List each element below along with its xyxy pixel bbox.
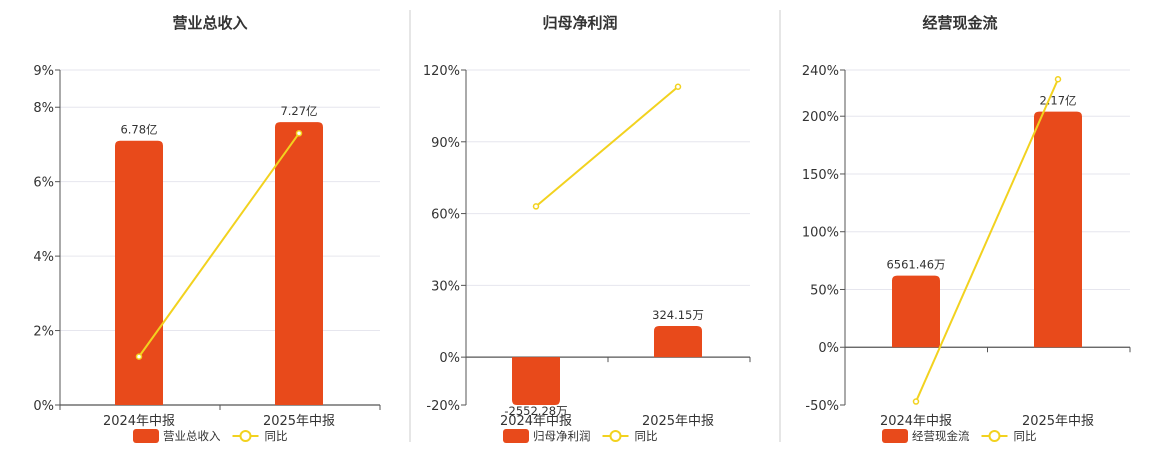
chart-2-category-label: 2025年中报 [642, 414, 714, 429]
chart-1-bar-data-label: 7.27亿 [280, 104, 317, 118]
chart-3-title: 经营现金流 [922, 14, 997, 32]
chart-3-bar [892, 275, 940, 348]
chart-1-legend-line-label[interactable]: 同比 [265, 429, 288, 443]
chart-3-legend-line-marker[interactable] [988, 430, 1001, 442]
chart-3-bar-data-label: 6561.46万 [886, 258, 945, 272]
chart-2-bar-data-label: 324.15万 [652, 308, 704, 322]
chart-3-yoy-point [912, 398, 920, 405]
chart-2-bar-data-label: -2552.28万 [504, 404, 567, 418]
chart-1-y-tick-label: 6% [33, 176, 54, 191]
chart-1-bar-data-label: 6.78亿 [120, 123, 157, 137]
chart-2-yoy-point [532, 203, 540, 210]
chart-1-legend-line-marker[interactable] [239, 430, 252, 442]
chart-1-legend-bar-label[interactable]: 营业总收入 [163, 429, 221, 443]
chart-2-y-tick-label: 30% [431, 279, 460, 294]
chart-1-y-tick-label: 2% [33, 325, 54, 340]
chart-3-bar [1034, 111, 1082, 348]
chart-2-y-tick-label: 90% [431, 136, 460, 151]
chart-2-legend-bar-label[interactable]: 归母净利润 [533, 429, 591, 443]
chart-2-category-label: 2024年中报 [500, 414, 572, 429]
chart-1-title: 营业总收入 [172, 14, 247, 32]
chart-2-bar [512, 357, 560, 405]
chart-2-y-tick-label: -20% [426, 399, 460, 414]
chart-3-y-tick-label: 200% [802, 110, 839, 125]
chart-3-y-tick-label: 240% [802, 64, 839, 79]
chart-1-y-tick-label: 9% [33, 64, 54, 79]
chart-1-yoy-point [135, 353, 143, 360]
chart-3-yoy-line [915, 78, 1059, 402]
chart-3-category-label: 2024年中报 [880, 414, 952, 429]
chart-2-y-tick-label: 0% [439, 351, 460, 366]
chart-3-y-tick-label: -50% [805, 399, 839, 414]
chart-1-yoy-point [295, 130, 303, 137]
chart-2-yoy-line [535, 85, 679, 208]
chart-3-yoy-point [1054, 75, 1062, 83]
chart-3-y-tick-label: 0% [818, 341, 839, 356]
chart-1-category-label: 2025年中报 [263, 414, 335, 429]
chart-1-legend-bar-swatch[interactable] [133, 429, 159, 443]
chart-3-legend-line-label[interactable]: 同比 [1014, 429, 1037, 443]
chart-3-legend-bar-label[interactable]: 经营现金流 [912, 429, 970, 443]
chart-3-y-tick-label: 50% [810, 283, 839, 298]
chart-2-legend-bar-swatch[interactable] [503, 429, 529, 443]
chart-1-bar [115, 140, 163, 405]
chart-2-yoy-point [674, 83, 682, 90]
chart-3-legend-bar-swatch[interactable] [882, 429, 908, 443]
chart-1-bar [275, 122, 323, 405]
chart-1-y-tick-label: 0% [33, 399, 54, 414]
chart-3-category-label: 2025年中报 [1022, 414, 1094, 429]
chart-1-yoy-line [138, 132, 300, 358]
chart-1-category-label: 2024年中报 [103, 414, 175, 429]
chart-3-y-tick-label: 150% [802, 168, 839, 183]
chart-2-legend-line-marker[interactable] [609, 430, 622, 442]
chart-2-y-tick-label: 60% [431, 208, 460, 223]
chart-3-y-tick-label: 100% [802, 226, 839, 241]
chart-3-bar-data-label: 2.17亿 [1039, 94, 1076, 108]
chart-2-legend-line-label[interactable]: 同比 [635, 429, 658, 443]
chart-2-title: 归母净利润 [542, 14, 617, 32]
chart-1-y-tick-label: 8% [33, 101, 54, 116]
chart-1-y-tick-label: 4% [33, 250, 54, 265]
chart-2-y-tick-label: 120% [423, 64, 460, 79]
chart-2-bar [654, 326, 702, 358]
